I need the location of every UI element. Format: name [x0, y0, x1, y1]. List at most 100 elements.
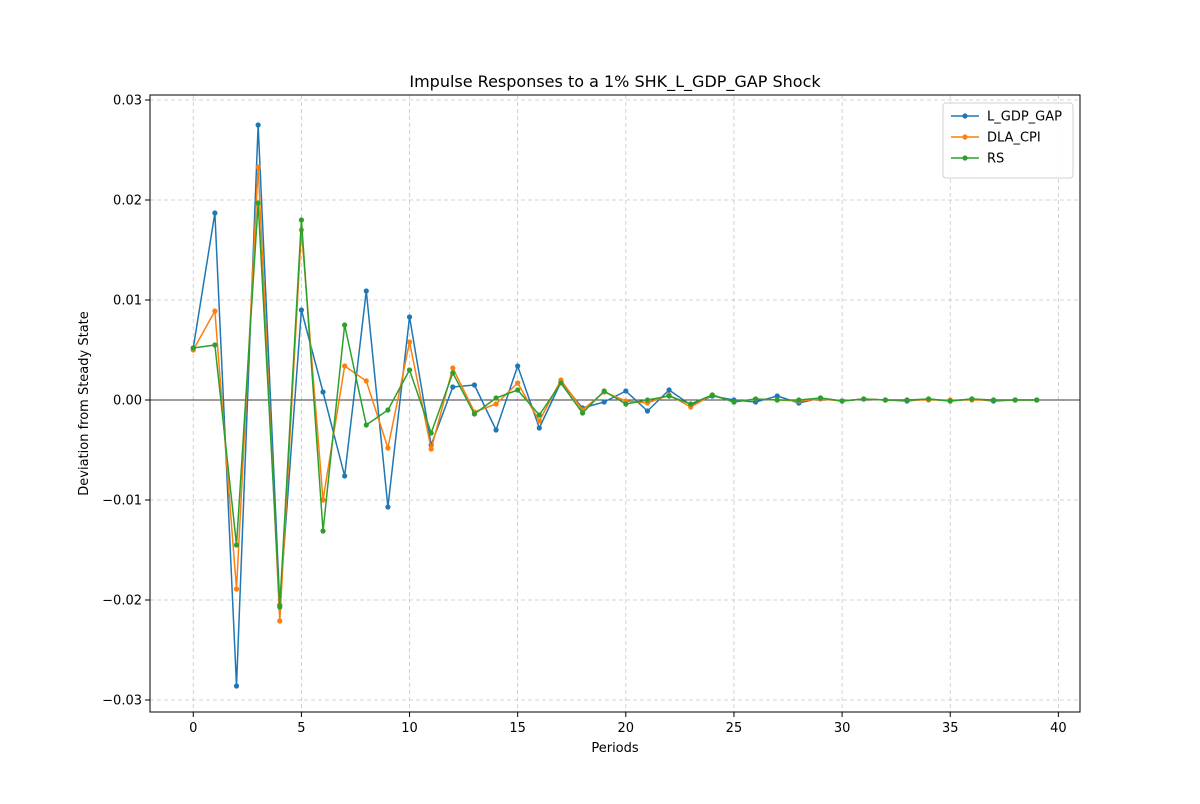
data-point-dla-cpi — [342, 363, 348, 369]
data-point-rs — [363, 422, 369, 428]
data-point-rs — [579, 410, 586, 416]
data-point-rs — [969, 396, 975, 402]
data-point-l-gdp-gap — [601, 399, 607, 405]
data-point-rs — [904, 397, 910, 403]
data-point-rs — [342, 322, 348, 328]
data-point-l-gdp-gap — [363, 288, 369, 294]
data-point-rs — [450, 370, 456, 376]
data-point-rs — [558, 380, 564, 386]
series-line-l-gdp-gap — [192, 124, 1037, 687]
data-point-rs — [623, 401, 629, 407]
data-point-dla-cpi — [406, 339, 413, 345]
data-point-rs — [709, 392, 715, 398]
data-point-rs — [796, 397, 802, 403]
data-point-rs — [861, 396, 867, 402]
data-point-rs — [990, 397, 997, 403]
data-point-rs — [406, 367, 413, 373]
data-point-l-gdp-gap — [320, 389, 326, 395]
series-dla-cpi — [190, 164, 1040, 624]
data-point-dla-cpi — [277, 618, 283, 624]
data-point-rs — [817, 395, 824, 401]
data-point-l-gdp-gap — [212, 210, 218, 216]
x-tick-label: 35 — [942, 721, 959, 736]
data-point-l-gdp-gap — [233, 683, 240, 689]
data-point-dla-cpi — [428, 446, 434, 452]
data-point-l-gdp-gap — [515, 363, 521, 369]
y-tick-label: 0.00 — [113, 394, 142, 409]
x-tick-label: 20 — [618, 721, 635, 736]
tick-layer: 0 5 10 15 20 25 30 35 40 −0.03 −0.02 −0.01 0.00 0.01 0… — [102, 94, 1066, 737]
data-point-rs — [277, 604, 283, 610]
data-point-rs — [774, 397, 780, 403]
legend-box — [942, 102, 1074, 179]
data-point-rs — [731, 399, 737, 405]
data-point-rs — [752, 396, 759, 402]
data-point-rs — [947, 398, 953, 404]
data-point-dla-cpi — [450, 365, 456, 371]
series-rs — [190, 200, 1040, 610]
data-point-l-gdp-gap — [298, 307, 304, 313]
x-tick-label: 15 — [509, 721, 526, 736]
data-point-rs — [515, 387, 521, 393]
series-line-dla-cpi — [192, 166, 1037, 622]
y-tick-label: 0.01 — [113, 294, 142, 309]
legend-marker-l-gdp-gap — [962, 113, 968, 119]
x-tick-label: 40 — [1050, 721, 1067, 736]
data-point-rs — [471, 411, 478, 417]
data-point-rs — [601, 388, 607, 394]
x-tick-label: 30 — [834, 721, 851, 736]
data-point-rs — [233, 542, 240, 548]
data-point-dla-cpi — [320, 497, 326, 503]
legend-label-dla-cpi: DLA_CPI — [987, 131, 1041, 146]
grid-layer — [150, 95, 1080, 712]
data-point-rs — [882, 397, 888, 403]
plot-frame — [149, 94, 1081, 713]
legend-label-rs: RS — [987, 152, 1004, 167]
series-l-gdp-gap — [190, 122, 1040, 689]
data-point-rs — [1034, 397, 1040, 403]
legend-label-l-gdp-gap: L_GDP_GAP — [987, 110, 1062, 125]
y-tick-label: −0.01 — [102, 494, 142, 509]
series-layer — [190, 122, 1040, 689]
data-point-rs — [644, 397, 651, 403]
chart-title: Impulse Responses to a 1% SHK_L_GDP_GAP … — [409, 72, 821, 92]
x-tick-label: 0 — [189, 721, 197, 736]
data-point-rs — [298, 217, 304, 223]
data-point-rs — [493, 395, 499, 401]
x-tick-label: 5 — [297, 721, 305, 736]
legend-marker-dla-cpi — [962, 134, 968, 140]
data-point-rs — [385, 407, 391, 413]
data-point-l-gdp-gap — [623, 388, 629, 394]
data-point-rs — [839, 398, 845, 404]
data-point-l-gdp-gap — [774, 393, 780, 399]
data-point-l-gdp-gap — [471, 382, 478, 388]
y-tick-label: 0.03 — [113, 94, 142, 109]
x-tick-label: 25 — [726, 721, 743, 736]
data-point-l-gdp-gap — [385, 504, 391, 510]
data-point-dla-cpi — [536, 418, 542, 424]
data-point-dla-cpi — [233, 586, 240, 592]
series-line-rs — [193, 202, 1037, 608]
data-point-rs — [666, 393, 672, 399]
y-axis-label: Deviation from Steady State — [77, 311, 92, 496]
data-point-dla-cpi — [212, 308, 218, 314]
x-tick-label: 10 — [401, 721, 418, 736]
data-point-rs — [1012, 397, 1018, 403]
data-point-rs — [926, 396, 932, 402]
data-point-rs — [320, 528, 326, 534]
legend-marker-rs — [962, 155, 968, 161]
data-point-l-gdp-gap — [342, 473, 348, 479]
data-point-rs — [688, 401, 694, 407]
data-point-rs — [536, 412, 542, 418]
data-point-rs — [212, 342, 218, 348]
data-point-l-gdp-gap — [666, 387, 672, 393]
data-point-l-gdp-gap — [493, 427, 499, 433]
y-tick-label: −0.02 — [102, 594, 142, 609]
data-point-l-gdp-gap — [644, 408, 651, 414]
data-point-l-gdp-gap — [536, 425, 542, 431]
data-point-dla-cpi — [493, 401, 499, 407]
y-tick-label: 0.02 — [113, 194, 142, 209]
data-point-dla-cpi — [385, 445, 391, 451]
